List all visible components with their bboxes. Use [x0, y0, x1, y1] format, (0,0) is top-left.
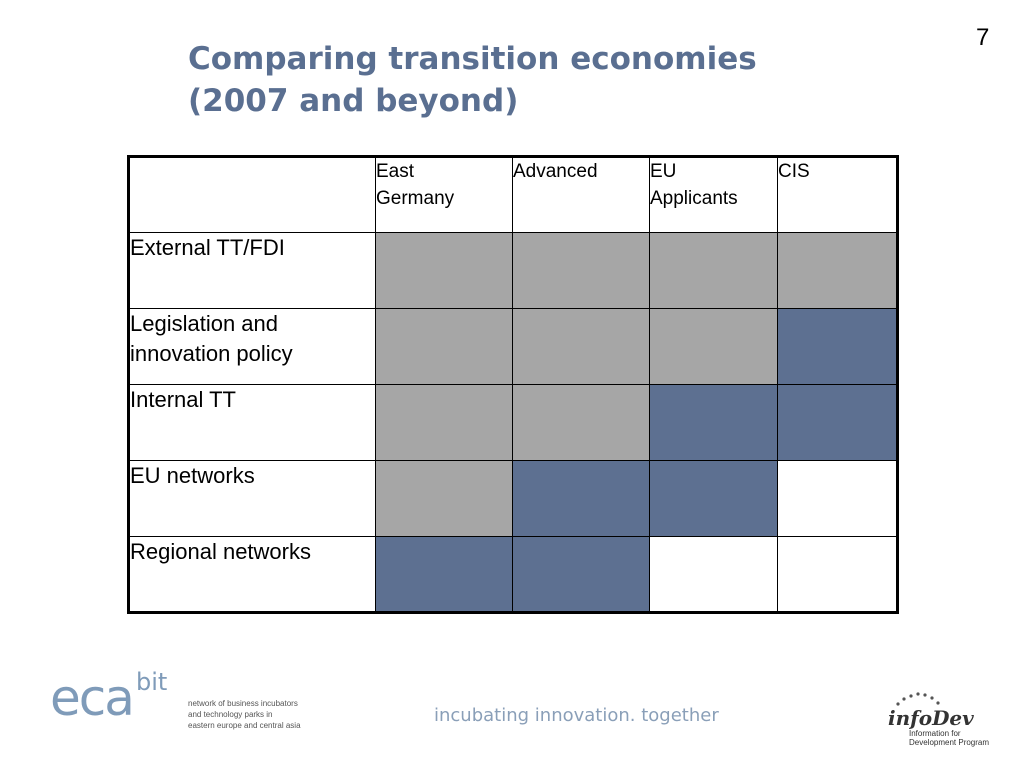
- infodev-logo-wordmark: infoDev: [888, 706, 974, 730]
- infodev-subtitle-line: Information for: [909, 729, 961, 738]
- table-row: Internal TT: [128, 384, 898, 461]
- table-row: External TT/FDI: [128, 232, 898, 309]
- matrix-cell-grey: [649, 232, 778, 309]
- matrix-cell-blue: [649, 460, 778, 537]
- matrix-cell-grey: [777, 232, 898, 309]
- row-header-label: External TT/FDI: [130, 235, 285, 260]
- row-header-external-tt-fdi: External TT/FDI: [128, 232, 376, 309]
- matrix-cell-grey: [512, 384, 650, 461]
- row-header-internal-tt: Internal TT: [128, 384, 376, 461]
- row-header-label: Regional networks: [130, 539, 311, 564]
- infodev-dots-icon: [896, 692, 940, 706]
- footer-slogan: incubating innovation. together: [434, 705, 719, 726]
- matrix-cell-blue: [512, 460, 650, 537]
- column-header-label: Advanced: [513, 161, 598, 182]
- row-header-label: EU networks: [130, 463, 255, 488]
- matrix-cell-blue: [649, 384, 778, 461]
- column-header-label: CIS: [778, 161, 810, 182]
- ecabit-tagline-line: eastern europe and central asia: [188, 721, 301, 730]
- column-header-label: Applicants: [650, 188, 738, 209]
- matrix-cell-white: [777, 536, 898, 613]
- table-header-row: East Germany Advanced EU Applicants CIS: [128, 156, 898, 233]
- table-corner-cell: [128, 156, 376, 233]
- slide-title-line1: Comparing transition economies: [188, 41, 757, 77]
- matrix-cell-blue: [777, 308, 898, 385]
- infodev-subtitle-line: Development Program: [909, 738, 990, 747]
- matrix-cell-grey: [375, 232, 513, 309]
- row-header-label: innovation policy: [130, 341, 293, 366]
- matrix-cell-grey: [375, 308, 513, 385]
- column-header-eu-applicants: EU Applicants: [649, 156, 778, 233]
- column-header-label: Germany: [376, 188, 455, 209]
- slide-title: Comparing transition economies (2007 and…: [188, 38, 757, 122]
- row-header-label: Legislation and: [130, 311, 279, 336]
- matrix-cell-grey: [649, 308, 778, 385]
- ecabit-logo-superscript: bit: [136, 668, 168, 696]
- column-header-cis: CIS: [777, 156, 898, 233]
- table-row: Legislation and innovation policy: [128, 308, 898, 385]
- ecabit-tagline-line: network of business incubators: [188, 699, 298, 708]
- table-row: Regional networks: [128, 536, 898, 613]
- matrix-cell-blue: [777, 384, 898, 461]
- column-header-advanced: Advanced: [512, 156, 650, 233]
- matrix-cell-grey: [375, 384, 513, 461]
- ecabit-logo-wordmark: eca: [50, 669, 135, 727]
- matrix-cell-grey: [375, 460, 513, 537]
- matrix-cell-blue: [375, 536, 513, 613]
- ecabit-tagline-line: and technology parks in: [188, 710, 273, 719]
- infodev-logo: infoDev Information for Development Prog…: [880, 690, 1010, 752]
- comparison-table: East Germany Advanced EU Applicants CIS …: [127, 155, 899, 614]
- table-row: EU networks: [128, 460, 898, 537]
- row-header-regional-networks: Regional networks: [128, 536, 376, 613]
- column-header-east-germany: East Germany: [375, 156, 513, 233]
- matrix-cell-white: [777, 460, 898, 537]
- slide-title-line2: (2007 and beyond): [188, 83, 519, 119]
- row-header-legislation: Legislation and innovation policy: [128, 308, 376, 385]
- column-header-label: East: [376, 161, 415, 182]
- ecabit-tagline: network of business incubators and techn…: [188, 698, 301, 731]
- page-number: 7: [976, 24, 990, 51]
- matrix-cell-grey: [512, 232, 650, 309]
- row-header-eu-networks: EU networks: [128, 460, 376, 537]
- column-header-label: EU: [650, 161, 677, 182]
- infodev-logo-subtitle: Information for Development Program: [909, 729, 989, 747]
- matrix-cell-white: [649, 536, 778, 613]
- matrix-cell-blue: [512, 536, 650, 613]
- row-header-label: Internal TT: [130, 387, 236, 412]
- matrix-cell-grey: [512, 308, 650, 385]
